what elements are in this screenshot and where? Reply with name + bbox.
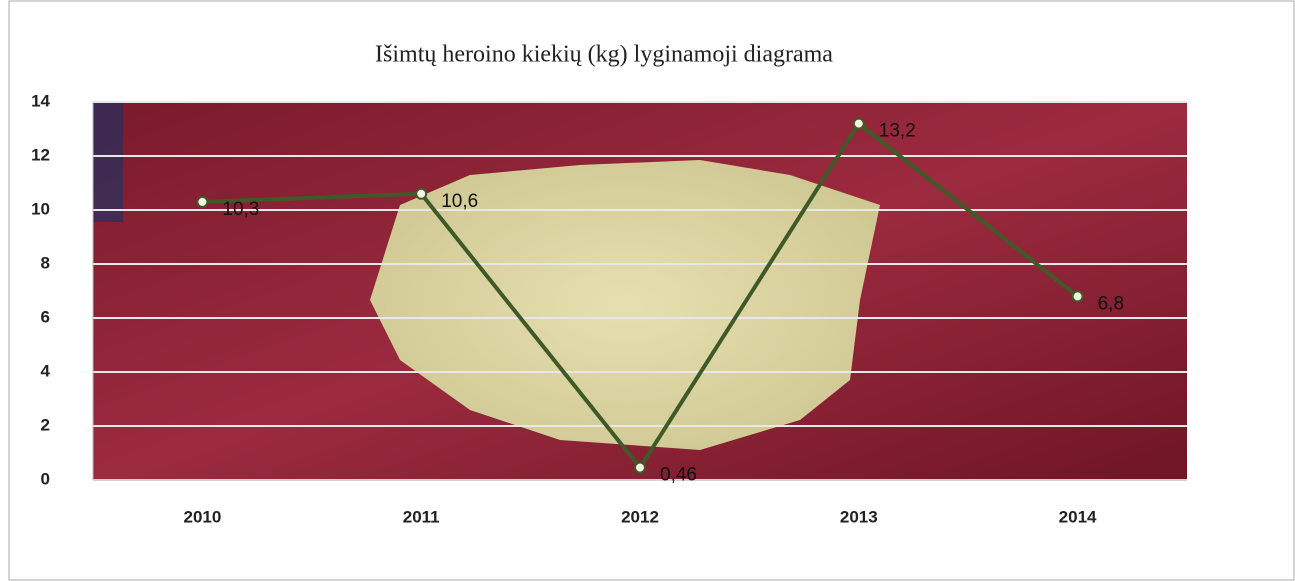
x-tick-label: 2011 xyxy=(403,507,440,526)
value-label: 6,8 xyxy=(1098,293,1124,314)
y-tick-label: 8 xyxy=(41,253,50,272)
value-label: 10,6 xyxy=(441,191,478,212)
value-label: 10,3 xyxy=(222,199,259,220)
value-label: 13,2 xyxy=(879,121,916,142)
y-tick-label: 12 xyxy=(31,145,50,164)
point xyxy=(852,117,865,130)
value-label: 0,46 xyxy=(660,465,697,486)
y-tick-label: 2 xyxy=(41,415,50,434)
y-tick-label: 10 xyxy=(31,199,50,218)
y-tick-label: 0 xyxy=(41,469,50,488)
point xyxy=(415,187,428,200)
point xyxy=(196,195,209,208)
x-tick-label: 2013 xyxy=(840,507,878,526)
x-tick-label: 2012 xyxy=(621,507,659,526)
point xyxy=(634,461,646,474)
y-tick-label: 6 xyxy=(41,307,50,326)
point xyxy=(1071,290,1084,303)
y-tick-label: 14 xyxy=(31,91,50,110)
x-tick-label: 2014 xyxy=(1059,507,1097,526)
frame xyxy=(8,0,1295,581)
chart-title: Išimtų heroino kiekių (kg) lyginamoji di… xyxy=(375,42,833,68)
y-tick-label: 4 xyxy=(41,361,51,380)
x-tick-label: 2010 xyxy=(183,507,221,526)
plot-background xyxy=(93,102,1187,480)
